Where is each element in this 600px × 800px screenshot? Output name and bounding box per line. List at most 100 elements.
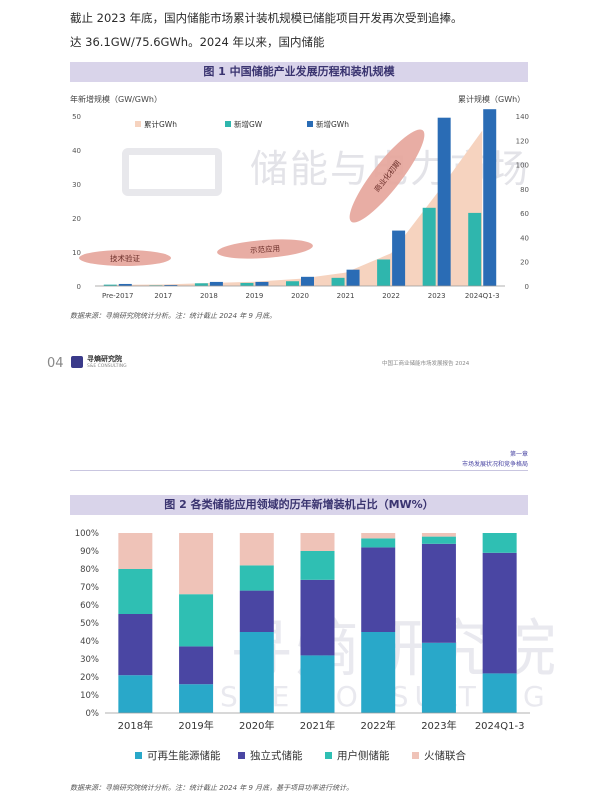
bar-segment xyxy=(421,533,456,537)
stacked-bar xyxy=(239,533,274,713)
bar-new-gw xyxy=(468,212,482,286)
figure2-x-tick: 2021年 xyxy=(300,719,335,732)
figure1-x-tick: 2019 xyxy=(246,292,264,300)
bar-segment xyxy=(300,551,335,580)
right-y-tick: 120 xyxy=(516,137,529,145)
figure2-y-tick: 100% xyxy=(75,529,99,539)
left-y-tick: 30 xyxy=(72,181,81,189)
figure1-right-axis-label: 累计规模（GWh） xyxy=(458,94,525,104)
bar-segment xyxy=(361,538,396,548)
bar-new-gw xyxy=(240,282,254,286)
left-y-tick: 40 xyxy=(72,147,81,155)
footer-logo xyxy=(71,356,83,368)
bar-segment xyxy=(482,552,517,674)
legend-label: 独立式储能 xyxy=(250,749,303,762)
figure2-x-tick: 2022年 xyxy=(360,719,395,732)
bar-segment xyxy=(239,590,274,632)
legend-label: 可再生能源储能 xyxy=(147,749,221,762)
figure1-source: 数据来源：寻熵研究院统计分析。注：统计截止 2024 年 9 月底。 xyxy=(70,312,277,320)
legend-swatch xyxy=(225,121,231,127)
bar-segment xyxy=(179,594,214,647)
figure1-x-tick: Pre-2017 xyxy=(102,292,133,300)
legend-swatch xyxy=(238,752,245,759)
bar-new-gw xyxy=(194,283,208,286)
stage-ellipse xyxy=(217,239,313,259)
stacked-bar xyxy=(300,533,335,713)
legend-label: 用户侧储能 xyxy=(337,749,390,762)
left-y-tick: 20 xyxy=(72,215,81,223)
bar-segment xyxy=(482,673,517,713)
figure2-source: 数据来源：寻熵研究院统计分析。注：统计截止 2024 年 9 月底，基于项目功率… xyxy=(70,784,354,792)
chapter-divider xyxy=(70,470,528,471)
stacked-bar xyxy=(482,533,517,713)
figure2-y-tick: 80% xyxy=(80,565,99,575)
chapter-name: 市场发展状况和竞争格局 xyxy=(461,461,528,468)
figure2-y-tick: 70% xyxy=(80,583,99,593)
figure1-legend-item: 累计GWh xyxy=(135,119,177,129)
bar-segment xyxy=(361,547,396,632)
footer-report-title: 中国工商业储能市场发展报告 2024 xyxy=(382,361,470,367)
figure2-y-tick: 60% xyxy=(80,601,99,611)
bar-segment xyxy=(118,533,153,569)
figure2-y-tick: 0% xyxy=(86,709,100,719)
figure1-left-axis-label: 年新增规模（GW/GWh） xyxy=(70,94,162,104)
body-text-left-line-2: 达 36.1GW/75.6GWh。2024 年以来，国内储能 xyxy=(70,35,325,49)
right-y-tick: 20 xyxy=(520,259,529,267)
bar-segment xyxy=(118,675,153,713)
stacked-bar xyxy=(421,533,456,713)
figure2-x-tick: 2024Q1-3 xyxy=(475,721,525,732)
figure2-title: 图 2 各类储能应用领域的历年新增装机占比（MW%） xyxy=(70,495,528,515)
figure2-x-tick: 2018年 xyxy=(118,719,153,732)
right-y-tick: 40 xyxy=(520,234,529,242)
bar-segment xyxy=(421,642,456,713)
bar-segment xyxy=(239,533,274,566)
figure2-legend-item: 火储联合 xyxy=(412,749,466,762)
bar-new-gw xyxy=(103,284,117,286)
figure2-y-tick: 20% xyxy=(80,673,99,683)
stacked-bar xyxy=(179,533,214,713)
bar-segment xyxy=(239,632,274,713)
page-number: 04 xyxy=(47,356,64,371)
bar-new-gwh xyxy=(437,117,451,286)
bar-segment xyxy=(300,579,335,656)
legend-label: 新增GW xyxy=(234,119,263,129)
stacked-bar xyxy=(118,533,153,713)
figure2-legend-item: 用户侧储能 xyxy=(325,749,390,762)
stacked-bar xyxy=(361,533,396,713)
figure2-y-tick: 30% xyxy=(80,655,99,665)
left-y-tick: 10 xyxy=(72,249,81,257)
legend-swatch xyxy=(307,121,313,127)
bar-new-gwh xyxy=(301,276,314,286)
figure2-y-tick: 50% xyxy=(80,619,99,629)
figure1-legend-item: 新增GW xyxy=(225,119,263,129)
bar-segment xyxy=(421,536,456,544)
bar-segment xyxy=(179,684,214,713)
figure1-x-tick: 2023 xyxy=(428,292,446,300)
legend-swatch xyxy=(135,121,141,127)
left-y-tick: 0 xyxy=(77,283,81,291)
legend-swatch xyxy=(325,752,332,759)
figure1-chart: 年新增规模（GW/GWh） 累计规模（GWh） 技术验证 示范应用 商业化初期 0 1… xyxy=(70,94,529,300)
stage-ellipse xyxy=(349,129,425,223)
figure1-x-tick: 2018 xyxy=(200,292,218,300)
body-text-right-line-1: 储能项目开发再次受到追捧。 xyxy=(313,11,463,25)
bar-segment xyxy=(118,614,153,676)
figure2-chart: 0% 10% 20% 30% 40% 50% 60% 70% 80% 90% 100% 2018年 2… xyxy=(75,529,530,762)
legend-swatch xyxy=(135,752,142,759)
bar-new-gw xyxy=(422,207,436,286)
footer-logo-sub: S&E CONSULTING xyxy=(87,364,127,369)
figure2-legend-item: 可再生能源储能 xyxy=(135,749,221,762)
left-y-tick: 50 xyxy=(72,113,81,121)
figure1-x-tick: 2021 xyxy=(337,292,355,300)
bar-segment xyxy=(361,533,396,539)
bar-segment xyxy=(421,543,456,643)
stage-3: 商业化初期 xyxy=(349,129,425,223)
figure1-legend-item: 新增GWh xyxy=(307,119,349,129)
stage-1: 技术验证 xyxy=(79,250,171,266)
stage-label: 示范应用 xyxy=(250,243,281,255)
figure2-y-tick: 40% xyxy=(80,637,99,647)
bar-new-gwh xyxy=(164,284,178,286)
stage-ellipse xyxy=(79,250,171,266)
bar-new-gw xyxy=(286,281,299,286)
right-y-tick: 140 xyxy=(516,113,529,121)
